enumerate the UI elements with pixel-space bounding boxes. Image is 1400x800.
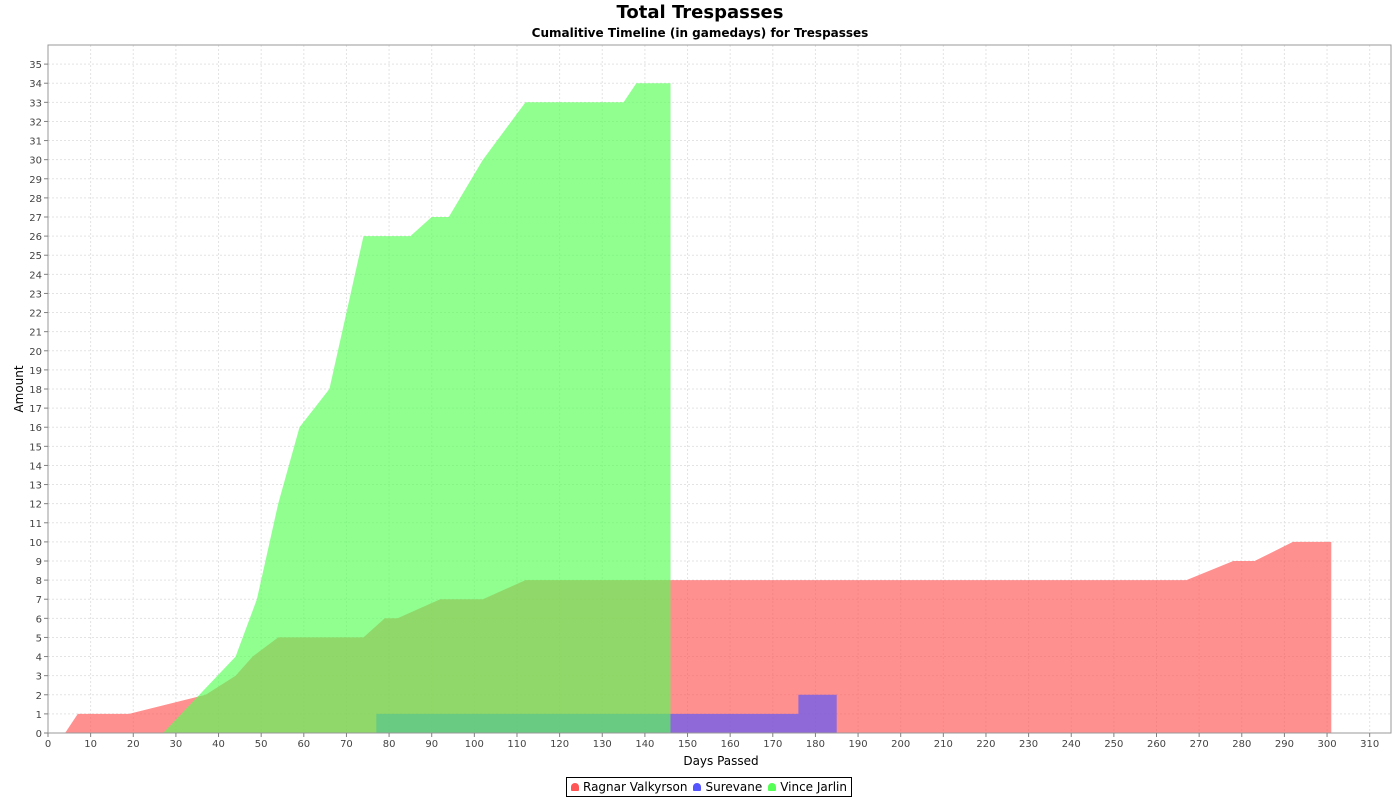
x-tick-label: 0 bbox=[45, 739, 51, 750]
y-tick-label: 28 bbox=[29, 194, 42, 205]
y-tick-label: 14 bbox=[29, 461, 42, 472]
x-tick-label: 40 bbox=[212, 739, 225, 750]
y-tick-label: 26 bbox=[29, 232, 42, 243]
x-tick-label: 170 bbox=[763, 739, 782, 750]
x-tick-label: 260 bbox=[1147, 739, 1166, 750]
x-tick-label: 180 bbox=[806, 739, 825, 750]
y-tick-label: 21 bbox=[29, 328, 42, 339]
legend-label: Ragnar Valkyrson bbox=[583, 780, 688, 794]
x-tick-label: 80 bbox=[383, 739, 396, 750]
x-tick-label: 280 bbox=[1232, 739, 1251, 750]
y-tick-label: 10 bbox=[29, 538, 42, 549]
legend-swatch bbox=[571, 783, 579, 791]
x-tick-label: 50 bbox=[255, 739, 268, 750]
y-tick-label: 23 bbox=[29, 289, 42, 300]
y-tick-label: 13 bbox=[29, 481, 42, 492]
x-tick-label: 210 bbox=[934, 739, 953, 750]
legend: Ragnar Valkyrson Surevane Vince Jarlin bbox=[566, 777, 852, 797]
x-tick-label: 290 bbox=[1275, 739, 1294, 750]
legend-item-vince-jarlin: Vince Jarlin bbox=[768, 780, 847, 794]
legend-label: Vince Jarlin bbox=[780, 780, 847, 794]
y-tick-label: 20 bbox=[29, 347, 42, 358]
y-tick-label: 1 bbox=[36, 710, 42, 721]
y-tick-label: 11 bbox=[29, 519, 42, 530]
x-tick-label: 10 bbox=[84, 739, 97, 750]
x-tick-label: 110 bbox=[507, 739, 526, 750]
series-area-vince-jarlin bbox=[163, 83, 671, 733]
y-tick-label: 27 bbox=[29, 213, 42, 224]
y-tick-label: 5 bbox=[36, 633, 42, 644]
y-tick-label: 30 bbox=[29, 156, 42, 167]
legend-item-ragnar-valkyrson: Ragnar Valkyrson bbox=[571, 780, 687, 794]
axis-layer: 0 10 20 30 40 50 60 70 80 90 100 110 120 130 140 150 160… bbox=[29, 60, 1379, 750]
x-tick-label: 250 bbox=[1104, 739, 1123, 750]
x-tick-label: 240 bbox=[1062, 739, 1081, 750]
y-tick-label: 17 bbox=[29, 404, 42, 415]
y-tick-label: 0 bbox=[36, 729, 42, 740]
y-tick-label: 18 bbox=[29, 385, 42, 396]
y-tick-label: 31 bbox=[29, 137, 42, 148]
y-tick-label: 15 bbox=[29, 442, 42, 453]
x-axis-label: Days Passed bbox=[683, 754, 758, 768]
x-tick-label: 200 bbox=[891, 739, 910, 750]
x-tick-label: 230 bbox=[1019, 739, 1038, 750]
y-tick-label: 29 bbox=[29, 175, 42, 186]
legend-swatch bbox=[693, 783, 702, 791]
y-tick-label: 8 bbox=[36, 576, 42, 587]
y-tick-label: 24 bbox=[29, 270, 42, 281]
y-tick-label: 4 bbox=[36, 653, 42, 664]
y-tick-label: 25 bbox=[29, 251, 42, 262]
x-tick-label: 130 bbox=[593, 739, 612, 750]
y-tick-label: 35 bbox=[29, 60, 42, 71]
x-tick-label: 20 bbox=[127, 739, 140, 750]
x-tick-label: 60 bbox=[297, 739, 310, 750]
legend-label: Surevane bbox=[705, 780, 763, 794]
legend-swatch bbox=[768, 783, 777, 791]
x-tick-label: 90 bbox=[425, 739, 438, 750]
x-tick-label: 190 bbox=[849, 739, 868, 750]
x-tick-label: 300 bbox=[1318, 739, 1337, 750]
y-tick-label: 33 bbox=[29, 98, 42, 109]
legend-item-surevane: Surevane bbox=[693, 780, 762, 794]
x-tick-label: 220 bbox=[976, 739, 995, 750]
y-tick-label: 32 bbox=[29, 117, 42, 128]
y-tick-label: 6 bbox=[36, 614, 42, 625]
x-tick-label: 120 bbox=[550, 739, 569, 750]
y-tick-label: 7 bbox=[36, 595, 42, 606]
x-tick-label: 70 bbox=[340, 739, 353, 750]
x-tick-label: 310 bbox=[1360, 739, 1379, 750]
x-tick-label: 100 bbox=[465, 739, 484, 750]
chart-title: Total Trespasses bbox=[616, 2, 784, 23]
y-tick-label: 16 bbox=[29, 423, 42, 434]
y-tick-label: 19 bbox=[29, 366, 42, 377]
x-tick-label: 30 bbox=[170, 739, 183, 750]
y-tick-label: 9 bbox=[36, 557, 42, 568]
y-tick-label: 3 bbox=[36, 672, 42, 683]
x-tick-label: 140 bbox=[635, 739, 654, 750]
chart-subtitle: Cumalitive Timeline (in gamedays) for Tr… bbox=[531, 26, 869, 40]
y-tick-label: 2 bbox=[36, 691, 42, 702]
x-tick-label: 160 bbox=[721, 739, 740, 750]
y-tick-label: 22 bbox=[29, 309, 42, 320]
x-tick-label: 150 bbox=[678, 739, 697, 750]
y-axis-label: Amount bbox=[12, 365, 26, 412]
y-tick-label: 12 bbox=[29, 500, 42, 511]
series-layer bbox=[65, 83, 1332, 733]
y-tick-label: 34 bbox=[29, 79, 42, 90]
x-tick-label: 270 bbox=[1190, 739, 1209, 750]
